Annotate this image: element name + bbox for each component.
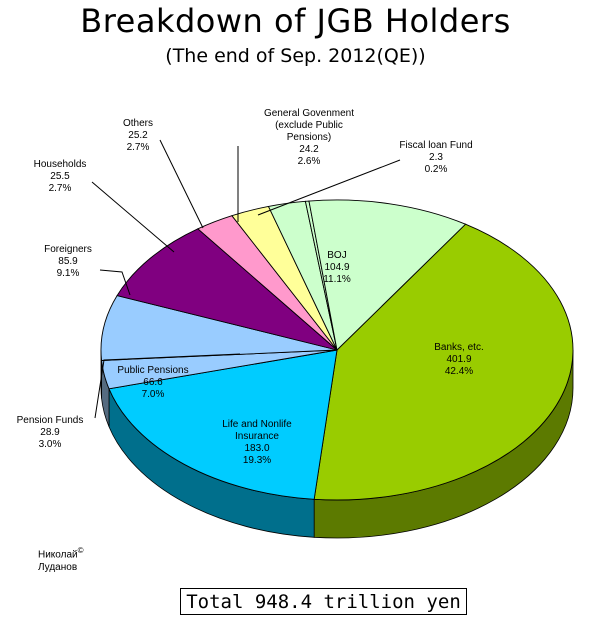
label-value: 85.9 — [58, 256, 78, 267]
label-percent: 7.0% — [142, 389, 165, 400]
label-percent: 2.7% — [127, 142, 150, 153]
label-name: Foreigners — [44, 244, 92, 255]
slice-life — [108, 349, 338, 500]
label-value: 25.5 — [50, 171, 70, 182]
label-value: 24.2 — [299, 144, 319, 155]
slice-banks — [313, 223, 574, 501]
label-percent: 2.6% — [298, 156, 321, 167]
label-name: Public Pensions — [117, 365, 188, 376]
leader-others — [159, 139, 204, 229]
slice-boj — [308, 199, 467, 351]
label-name: (exclude Public — [275, 120, 343, 131]
label-value: 183.0 — [244, 443, 269, 454]
slice-labels: Banks, etc.401.942.4% Life and NonlifeIns… — [17, 108, 484, 466]
label-name: Insurance — [235, 431, 279, 442]
label-name: Fiscal loan Fund — [399, 140, 472, 151]
chart-title: Breakdown of JGB Holders — [80, 2, 511, 40]
label-percent: 9.1% — [57, 268, 80, 279]
label-percent: 0.2% — [425, 164, 448, 175]
label-value: 25.2 — [128, 130, 148, 141]
slice-foreigners — [116, 228, 338, 351]
label-value: 401.9 — [446, 354, 471, 365]
label-name: General Govenment — [264, 108, 354, 119]
credit-surname: Луданов — [38, 562, 78, 574]
leader-pension-funds — [94, 353, 241, 419]
label-name: Pensions) — [287, 132, 331, 143]
label-general-government: General Govenment(exclude PublicPensions… — [264, 108, 354, 167]
label-percent: 3.0% — [39, 439, 62, 450]
label-value: 28.9 — [40, 427, 60, 438]
label-name: Households — [34, 159, 87, 170]
copyright-mark: © — [77, 546, 84, 555]
label-value: 104.9 — [324, 262, 349, 273]
leader-foreigners — [99, 269, 131, 296]
pie-slices — [100, 199, 574, 501]
total-box: Total 948.4 trillion yen — [180, 588, 467, 615]
label-percent: 11.1% — [323, 274, 351, 285]
label-name: Others — [123, 118, 153, 129]
credit-name: Николай — [38, 549, 78, 561]
label-name: Pension Funds — [17, 415, 84, 426]
label-name: Banks, etc. — [434, 342, 483, 353]
leader-households — [91, 181, 175, 253]
chart-subtitle: (The end of Sep. 2012(QE)) — [165, 45, 426, 67]
label-percent: 2.7% — [49, 183, 72, 194]
label-value: 2.3 — [429, 152, 443, 163]
label-name: BOJ — [327, 250, 346, 261]
label-percent: 42.4% — [445, 366, 473, 377]
label-name: Life and Nonlife — [222, 419, 292, 430]
leader-lines — [91, 139, 401, 419]
slice-public-pensions — [100, 295, 338, 361]
leader-fiscal-loan-fund — [257, 159, 401, 216]
label-banks: Banks, etc.401.942.4% — [434, 342, 483, 377]
author-credit: Николай© Луданов — [38, 544, 84, 574]
label-percent: 19.3% — [243, 455, 271, 466]
label-value: 66.6 — [143, 377, 163, 388]
